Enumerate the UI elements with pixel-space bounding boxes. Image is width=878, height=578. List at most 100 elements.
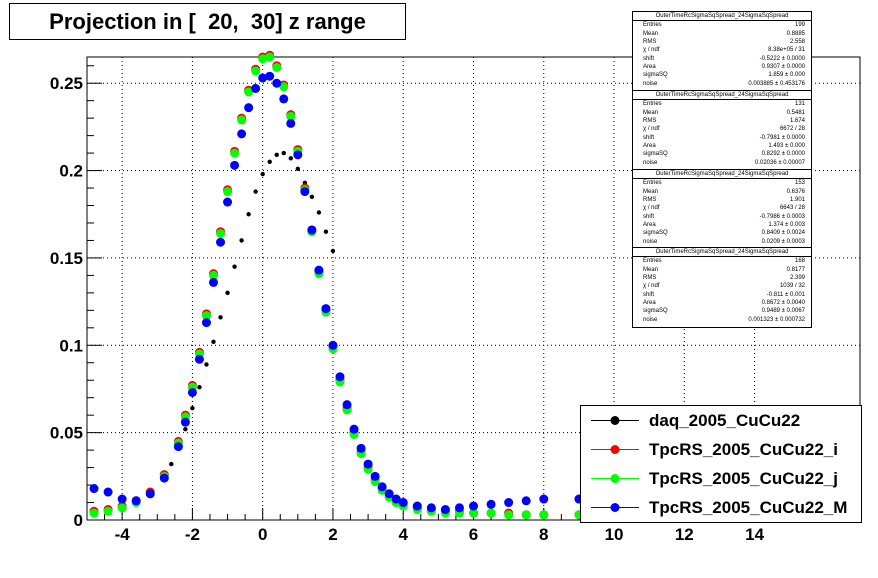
stats-value: 0.8292 ± 0.0000 — [761, 151, 805, 158]
data-point — [384, 489, 394, 499]
data-point — [521, 510, 531, 520]
data-point — [260, 171, 265, 177]
stats-box-title: OuterTimeRcSigmaSqSpread_24SigmaSqSpread — [633, 248, 811, 258]
stats-value: 1.374 ± 0.003 — [768, 222, 805, 229]
stats-row: Entries 199 — [633, 21, 811, 29]
stats-key: Mean — [643, 266, 659, 273]
stats-box: OuterTimeRcSigmaSqSpread_24SigmaSqSpread… — [632, 11, 812, 92]
stats-row: χ / ndf 6672 / 28 — [633, 125, 811, 133]
data-point — [258, 54, 268, 64]
data-point — [267, 159, 272, 165]
stats-key: sigmaSQ — [643, 72, 668, 79]
data-point — [286, 118, 296, 128]
stats-row: sigmaSQ 0.8292 ± 0.0000 — [633, 150, 811, 158]
stats-row: Area 1.374 ± 0.003 — [633, 221, 811, 229]
legend-marker — [591, 503, 639, 512]
data-point — [232, 264, 237, 269]
stats-box: OuterTimeRcSigmaSqSpread_24SigmaSqSpread… — [632, 247, 812, 328]
data-point — [244, 103, 254, 113]
chart-title: Projection in [ 20, 30] z range — [49, 9, 366, 34]
data-point — [391, 494, 401, 504]
stats-value: -0.7981 ± 0.0000 — [759, 134, 805, 141]
data-point — [117, 494, 127, 504]
data-point — [279, 94, 289, 104]
stats-row: shift -0.811 ± 0.001 — [633, 291, 811, 299]
data-point — [187, 387, 197, 397]
data-point — [89, 508, 99, 518]
stats-key: Mean — [643, 109, 659, 116]
stats-key: χ / ndf — [643, 205, 660, 212]
data-point — [204, 362, 209, 367]
stats-value: 0.9489 ± 0.0067 — [761, 308, 805, 315]
stats-key: Area — [643, 64, 656, 71]
x-tick-label: 10 — [605, 525, 624, 544]
stats-key: sigmaSQ — [643, 230, 668, 237]
data-point — [504, 510, 514, 520]
legend-marker — [591, 416, 639, 425]
data-point — [173, 442, 183, 452]
data-point — [469, 508, 478, 518]
data-point — [145, 489, 155, 499]
stats-value: 1.859 ± 0.000 — [768, 72, 805, 79]
legend: daq_2005_CuCu22 TpcRS_2005_CuCu22_i TpcRS_… — [580, 405, 862, 523]
tick-labels: -4 -2 0 2 4 6 8 10 12 14 0 0.05 0.1 0.15 0.2 0.25 — [50, 74, 765, 544]
data-point — [454, 503, 464, 513]
x-tick-label: 2 — [328, 525, 337, 544]
data-point — [180, 417, 190, 427]
stats-row: shift -0.7986 ± 0.0003 — [633, 213, 811, 221]
stats-value: 0.8672 ± 0.0040 — [761, 300, 805, 307]
data-point — [239, 238, 244, 243]
data-point — [223, 197, 233, 207]
data-point — [486, 499, 496, 509]
data-point — [300, 187, 310, 197]
data-point — [363, 459, 373, 469]
stats-value: 0.003885 ± 0.453176 — [748, 80, 805, 87]
data-point — [307, 225, 317, 235]
data-point — [342, 400, 352, 410]
data-point — [216, 237, 226, 247]
data-point — [279, 82, 289, 92]
data-point — [370, 471, 380, 481]
stats-value: 131 — [794, 101, 805, 108]
data-point — [258, 73, 268, 83]
legend-dot — [610, 474, 620, 483]
data-point — [103, 506, 113, 516]
data-point — [237, 129, 247, 139]
data-point — [309, 194, 315, 199]
legend-dot — [610, 416, 620, 425]
data-point — [201, 311, 211, 321]
stats-value: 0.9307 ± 0.0000 — [761, 64, 805, 71]
stats-value: 0.8885 — [786, 30, 805, 37]
stats-row: Mean 0.6376 — [633, 188, 811, 196]
data-point — [398, 498, 408, 508]
stats-value: 0.02036 ± 0.00007 — [754, 159, 805, 166]
data-point — [183, 426, 188, 432]
stats-value: 0.0209 ± 0.0003 — [761, 238, 805, 245]
stats-row: Area 0.9307 ± 0.0000 — [633, 63, 811, 71]
stats-box: OuterTimeRcSigmaSqSpread_24SigmaSqSpread… — [632, 90, 812, 171]
x-tick-label: 6 — [469, 525, 478, 544]
data-point — [504, 498, 514, 508]
x-tick-label: -4 — [115, 525, 131, 544]
stats-row: RMS 1.674 — [633, 117, 811, 125]
data-point — [225, 290, 230, 296]
data-point — [286, 111, 296, 121]
y-tick-label: 0 — [74, 511, 83, 530]
data-point — [274, 152, 279, 158]
legend-dot — [610, 445, 620, 454]
x-tick-label: 0 — [258, 525, 267, 544]
data-point — [265, 71, 275, 81]
stats-row: Entries 153 — [633, 179, 811, 187]
legend-entry: daq_2005_CuCu22 — [581, 406, 861, 435]
stats-value: 6672 / 28 — [779, 126, 805, 133]
stats-row: χ / ndf 8.38e+05 / 31 — [633, 46, 811, 54]
legend-marker — [591, 445, 639, 454]
stats-value: 6643 / 28 — [779, 205, 805, 212]
stats-row: Mean 0.5481 — [633, 109, 811, 117]
stats-value: 153 — [794, 180, 805, 187]
stats-box-title: OuterTimeRcSigmaSqSpread_24SigmaSqSpread — [633, 170, 811, 180]
series-4 — [89, 71, 654, 515]
stats-key: Mean — [643, 188, 659, 195]
legend-entry: TpcRS_2005_CuCu22_i — [581, 435, 861, 464]
legend-label: daq_2005_CuCu22 — [649, 411, 801, 430]
